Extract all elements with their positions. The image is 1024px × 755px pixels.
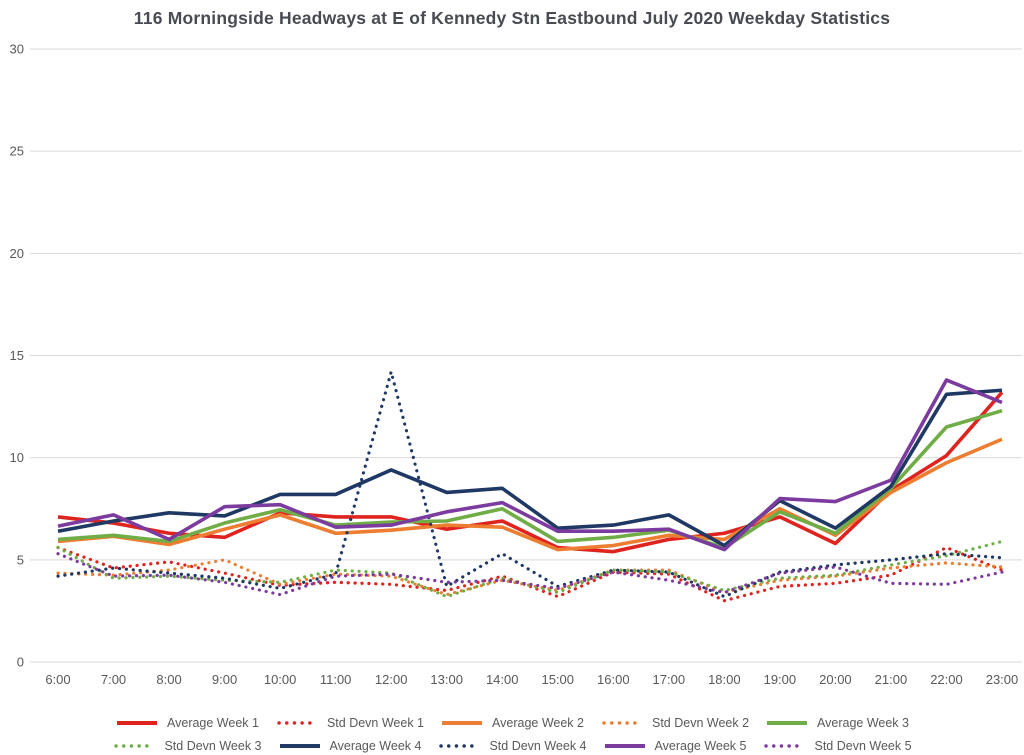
y-axis-tick-label: 30 (10, 42, 24, 57)
series-line-std-devn-week-3 (56, 539, 1004, 599)
legend-dotted-line-marker (602, 721, 644, 725)
y-axis-tick-label: 5 (17, 552, 24, 567)
legend-dotted-line-marker (764, 744, 807, 748)
legend-item-std-devn-week-1: Std Devn Week 1 (275, 716, 424, 730)
x-axis-tick-label: 21:00 (875, 672, 908, 687)
legend-label: Average Week 3 (817, 716, 909, 730)
legend-dotted-line-marker (439, 744, 482, 748)
x-axis-tick-label: 19:00 (764, 672, 797, 687)
x-axis-tick-label: 22:00 (930, 672, 963, 687)
legend-row: Average Week 1 Std Devn Week 1 Average Wee… (115, 716, 909, 730)
series-line-std-devn-week-4 (56, 370, 1004, 599)
legend-item-average-week-3: Average Week 3 (765, 716, 909, 730)
x-axis-tick-label: 6:00 (45, 672, 70, 687)
legend-solid-line-marker (604, 744, 645, 748)
legend-label: Std Devn Week 4 (489, 739, 587, 753)
legend-label: Average Week 4 (329, 739, 422, 753)
x-axis-tick-label: 13:00 (430, 672, 463, 687)
x-axis-tick-label: 20:00 (819, 672, 852, 687)
legend-item-average-week-4: Average Week 4 (278, 739, 422, 753)
x-axis-tick-label: 10:00 (264, 672, 297, 687)
legend-item-std-devn-week-2: Std Devn Week 2 (600, 716, 749, 730)
y-axis-tick-label: 25 (10, 144, 24, 159)
legend-solid-line-marker (117, 721, 157, 725)
legend-item-average-week-1: Average Week 1 (115, 716, 259, 730)
legend-item-average-week-5: Average Week 5 (603, 739, 747, 753)
x-axis-tick-label: 12:00 (375, 672, 408, 687)
legend-item-std-devn-week-5: Std Devn Week 5 (762, 739, 912, 753)
series-line-std-devn-week-2 (56, 558, 1004, 597)
x-axis-tick-label: 11:00 (320, 672, 352, 687)
chart-title: 116 Morningside Headways at E of Kennedy… (133, 8, 891, 28)
legend-item-std-devn-week-3: Std Devn Week 3 (112, 739, 262, 753)
series-line-std-devn-week-5 (56, 552, 1004, 597)
y-axis-tick-label: 15 (10, 348, 24, 363)
series-line-average-week-3 (57, 408, 1003, 550)
x-axis-tick-label: 16:00 (597, 672, 630, 687)
legend-item-std-devn-week-4: Std Devn Week 4 (437, 739, 587, 753)
legend-dotted-line-marker (114, 744, 157, 748)
legend-label: Std Devn Week 3 (164, 739, 262, 753)
legend-item-average-week-2: Average Week 2 (440, 716, 584, 730)
series-line-average-week-4 (57, 388, 1003, 548)
legend-solid-line-marker (767, 721, 808, 725)
x-axis-tick-label: 9:00 (212, 672, 237, 687)
legend-dotted-line-marker (277, 721, 319, 725)
legend-label: Std Devn Week 2 (651, 716, 750, 730)
x-axis-tick-label: 14:00 (486, 672, 519, 687)
x-axis-tick-label: 7:00 (101, 672, 126, 687)
legend-label: Std Devn Week 5 (814, 739, 912, 753)
x-axis-tick-label: 23:00 (986, 672, 1019, 687)
legend-solid-line-marker (279, 744, 320, 748)
x-axis-tick-label: 17:00 (653, 672, 686, 687)
y-axis-tick-label: 20 (10, 246, 24, 261)
legend-solid-line-marker (442, 721, 483, 725)
x-axis-tick-label: 8:00 (156, 672, 181, 687)
y-axis-tick-label: 10 (10, 450, 24, 465)
series-line-average-week-1 (57, 391, 1004, 554)
series-line-average-week-5 (57, 378, 1003, 552)
legend-label: Average Week 5 (654, 739, 747, 753)
legend-label: Average Week 1 (167, 716, 259, 730)
x-axis-tick-label: 18:00 (708, 672, 741, 687)
x-axis-tick-label: 15:00 (541, 672, 574, 687)
legend-label: Std Devn Week 1 (326, 716, 425, 730)
legend: Average Week 1 Std Devn Week 1 Average Wee… (0, 716, 1024, 753)
series-line-average-week-2 (57, 437, 1003, 552)
y-axis-tick-label: 0 (17, 655, 24, 670)
legend-row: Std Devn Week 3 Average Week 4 Std Devn We… (112, 739, 912, 753)
legend-label: Average Week 2 (492, 716, 584, 730)
